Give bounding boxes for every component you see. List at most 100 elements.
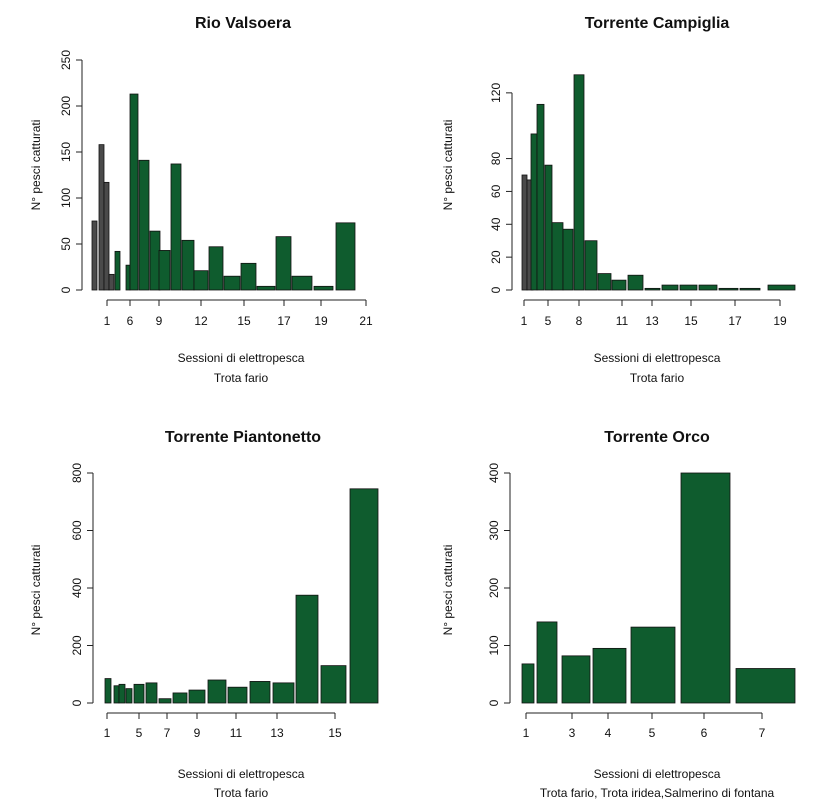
bar-series0-6	[158, 698, 172, 704]
bar-series0-15	[349, 488, 379, 704]
bar-series0-9	[207, 679, 227, 704]
bar-series1-13	[698, 284, 718, 291]
bar-series1-7	[597, 273, 612, 291]
panel-torrente-orco: Torrente Orco N° pesci catturati Session…	[441, 429, 796, 800]
bar-series1-6	[584, 240, 598, 291]
y-tick-label: 80	[489, 152, 503, 166]
y-axis-label: N° pesci catturati	[29, 545, 43, 636]
bar-series1-5	[158, 250, 171, 291]
y-axis-label: N° pesci catturati	[441, 120, 455, 211]
x-tick-label: 6	[701, 726, 708, 740]
x-axis: 1 5 8 11 13 15 17 19	[521, 299, 787, 328]
bar-series1-16	[335, 222, 356, 291]
bar-series1-1	[536, 103, 545, 291]
bar-series1-12	[679, 284, 698, 291]
panel-rio-valsoera: Rio Valsoera N° pesci catturati Sessioni…	[29, 15, 373, 385]
y-tick-label: 800	[70, 463, 84, 483]
x-tick-label: 7	[164, 726, 171, 740]
x-tick-label: 13	[270, 726, 284, 740]
bar-series0-0	[521, 174, 528, 291]
y-axis-label: N° pesci catturati	[29, 120, 43, 211]
y-tick-label: 0	[487, 699, 501, 706]
bar-series1-6	[170, 163, 182, 291]
y-tick-label: 300	[487, 520, 501, 540]
bar-series1-10	[223, 275, 241, 291]
y-tick-label: 250	[59, 50, 73, 70]
x-tick-label: 7	[759, 726, 766, 740]
bar-series0-8	[188, 689, 206, 704]
bar-series0-5	[145, 682, 158, 704]
y-axis: 0 20 40 60 80 120	[489, 83, 513, 293]
bar-series0-4	[630, 626, 676, 704]
bars	[521, 74, 796, 291]
x-axis-label: Sessioni di elettropesca	[594, 351, 721, 365]
x-axis: 1 6 9 12 15 17 19 21	[104, 299, 373, 328]
x-axis: 1 3 4 5 6 7	[523, 712, 766, 740]
x-tick-label: 19	[773, 314, 787, 328]
x-tick-label: 8	[576, 314, 583, 328]
x-tick-label: 17	[277, 314, 291, 328]
bar-series1-11	[240, 262, 257, 291]
panel-torrente-campiglia: Torrente Campiglia N° pesci catturati Se…	[441, 15, 796, 385]
bar-series1-0	[114, 250, 121, 291]
bar-series1-13	[275, 236, 292, 291]
y-axis: 0 50 100 150 200 250	[59, 50, 83, 293]
bar-series1-2	[129, 93, 139, 291]
bar-series0-1	[536, 621, 558, 704]
x-tick-label: 5	[136, 726, 143, 740]
chart-title: Rio Valsoera	[195, 15, 291, 32]
y-tick-label: 200	[487, 578, 501, 598]
bar-series0-3	[592, 647, 627, 704]
bar-series1-3	[551, 222, 564, 291]
bar-series1-4	[149, 230, 161, 291]
y-tick-label: 60	[489, 184, 503, 198]
x-tick-label: 15	[237, 314, 251, 328]
bar-series0-0	[521, 663, 535, 704]
bars	[521, 472, 796, 704]
bars	[91, 93, 356, 291]
bar-series1-4	[562, 228, 574, 291]
x-axis-sublabel: Trota fario	[630, 371, 685, 385]
bar-series0-3	[108, 273, 115, 291]
x-axis: 1 5 7 9 11 13 15	[104, 712, 342, 740]
x-tick-label: 1	[523, 726, 530, 740]
bar-series1-14	[718, 287, 739, 291]
y-tick-label: 40	[489, 217, 503, 231]
y-tick-label: 200	[59, 96, 73, 116]
bar-series0-10	[227, 686, 248, 704]
bar-series1-11	[661, 284, 679, 291]
y-tick-label: 120	[489, 83, 503, 103]
bar-series0-2	[561, 655, 591, 704]
panel-torrente-piantonetto: Torrente Piantonetto N° pesci catturati …	[29, 429, 379, 800]
x-tick-label: 1	[521, 314, 528, 328]
bar-series1-9	[208, 246, 224, 291]
x-tick-label: 19	[314, 314, 328, 328]
bar-series1-5	[573, 74, 585, 291]
x-tick-label: 3	[569, 726, 576, 740]
x-tick-label: 6	[127, 314, 134, 328]
x-tick-label: 15	[328, 726, 342, 740]
y-tick-label: 200	[70, 635, 84, 655]
bar-series1-1	[125, 264, 131, 291]
x-axis-label: Sessioni di elettropesca	[178, 351, 305, 365]
x-tick-label: 11	[616, 314, 629, 328]
bar-series1-14	[291, 275, 313, 291]
bar-series0-0	[104, 678, 112, 704]
bar-series0-3	[125, 688, 133, 704]
y-axis: 0 200 400 600 800	[70, 463, 94, 706]
x-tick-label: 1	[104, 726, 111, 740]
x-tick-label: 13	[645, 314, 659, 328]
y-tick-label: 0	[70, 699, 84, 706]
x-axis-sublabel: Trota fario	[214, 786, 269, 800]
x-tick-label: 12	[194, 314, 208, 328]
bar-series0-6	[735, 668, 796, 704]
y-tick-label: 600	[70, 520, 84, 540]
x-axis-label: Sessioni di elettropesca	[178, 767, 305, 781]
x-tick-label: 9	[194, 726, 201, 740]
bar-series1-7	[181, 239, 195, 291]
bar-series0-12	[272, 682, 295, 704]
y-tick-label: 0	[59, 286, 73, 293]
bar-series0-13	[295, 594, 319, 704]
bar-series1-8	[193, 270, 209, 291]
bar-series0-5	[680, 472, 731, 704]
